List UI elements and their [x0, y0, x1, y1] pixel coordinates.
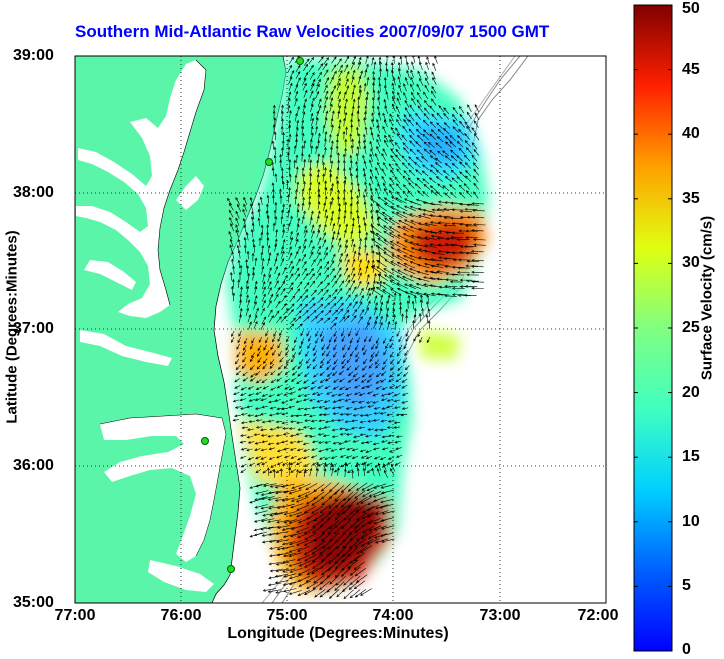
y-tick-label: 37:00: [13, 320, 54, 337]
colorbar-tick-label: 35: [682, 189, 700, 207]
y-tick-label: 35:00: [13, 594, 54, 611]
y-tick-label: 38:00: [13, 184, 54, 201]
chesapeake-bay: [76, 60, 206, 318]
x-tick-label: 74:00: [372, 607, 414, 624]
x-tick-label: 72:00: [577, 607, 619, 624]
colorbar-tick-label: 0: [682, 641, 691, 658]
grid-lines: [75, 56, 606, 603]
station-marker: [227, 565, 235, 573]
y-tick-label: 36:00: [13, 457, 54, 474]
x-axis-label: Longitude (Degrees:Minutes): [227, 625, 449, 642]
albemarle-sound: [100, 414, 226, 562]
colorbar-tick-label: 50: [682, 0, 700, 17]
colorbar-tick-label: 45: [682, 60, 700, 78]
velocity-vectors: [227, 56, 486, 600]
y-axis-label: Latitude (Degrees:Minutes): [3, 230, 21, 424]
colorbar-tick-label: 25: [682, 319, 700, 336]
x-tick-label: 76:00: [160, 607, 202, 624]
colorbar-tick-label: 15: [682, 448, 700, 466]
colorbar-tick-label: 10: [682, 512, 700, 530]
colorbar: [633, 4, 673, 652]
station-marker: [296, 57, 304, 65]
colorbar-tick-label: 5: [682, 577, 691, 595]
plot-frame: [74, 55, 607, 604]
x-tick-label: 75:00: [266, 607, 308, 624]
velocity-arrows: [227, 56, 486, 600]
x-tick-label: 77:00: [54, 607, 96, 624]
radar-stations: [201, 57, 304, 573]
x-tick-label: 73:00: [479, 607, 521, 624]
station-marker: [265, 158, 273, 166]
colorbar-tick-label: 30: [682, 254, 700, 272]
colorbar-tick-label: 40: [682, 125, 700, 143]
colorbar-label: Surface Velocity (cm/s): [698, 215, 716, 381]
station-marker: [201, 437, 209, 445]
colorbar-tick-label: 20: [682, 383, 700, 401]
y-tick-label: 39:00: [13, 47, 54, 64]
map-title: Southern Mid-Atlantic Raw Velocities 200…: [75, 22, 550, 41]
